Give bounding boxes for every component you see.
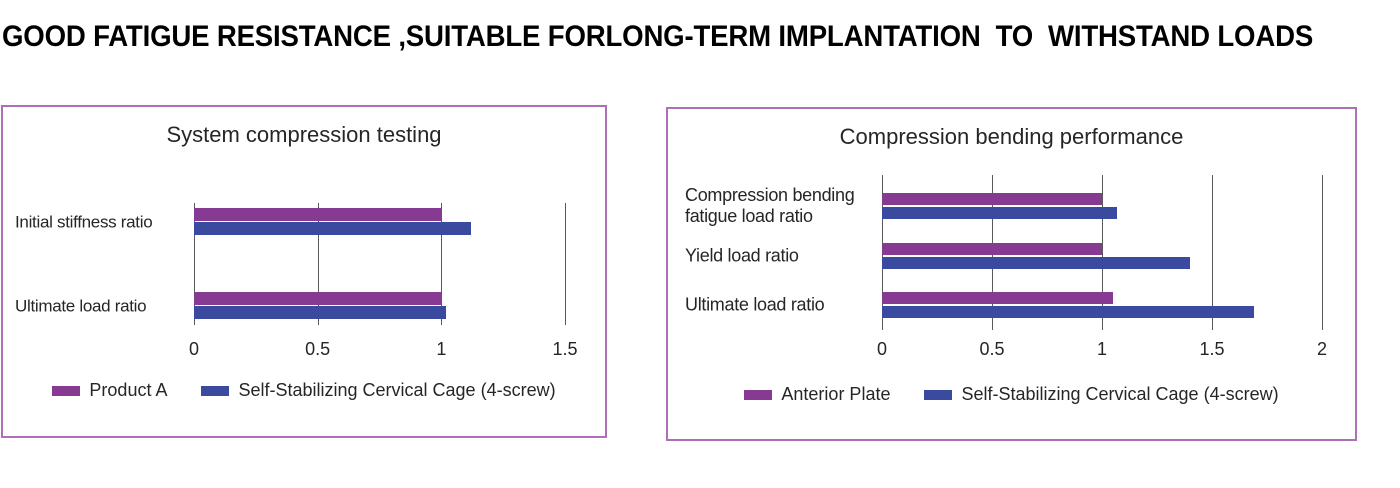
gridline xyxy=(1322,175,1323,330)
bar xyxy=(882,257,1190,269)
x-tick-label: 1 xyxy=(436,339,447,359)
legend-label: Product A xyxy=(89,380,168,400)
plot-area: 0 0.5 1 1.5 2 Compression bending fatigue loa… xyxy=(668,109,1355,439)
legend-swatch-cervical-cage xyxy=(201,385,230,396)
legend-swatch-anterior-plate xyxy=(744,389,773,400)
bar xyxy=(194,208,441,221)
legend-label: Self-Stabilizing Cervical Cage (4-screw) xyxy=(961,384,1279,404)
x-tick-label: 1.5 xyxy=(552,339,578,359)
bar xyxy=(882,292,1113,304)
legend-swatch-product-a xyxy=(52,385,81,396)
bar xyxy=(882,193,1102,205)
x-tick-label: 0.5 xyxy=(305,339,331,359)
category-label: Ultimate load ratio xyxy=(685,294,825,315)
bar xyxy=(882,207,1117,219)
x-tick-label: 0 xyxy=(876,339,888,359)
chart-panel-compression-bending: Compression bending performance 0 0.5 1 1.5… xyxy=(666,107,1357,441)
bar xyxy=(194,292,441,305)
category-label: Yield load ratio xyxy=(685,245,799,266)
bar xyxy=(194,222,471,235)
gridline xyxy=(565,203,566,325)
bar xyxy=(882,306,1254,318)
legend-label: Self-Stabilizing Cervical Cage (4-screw) xyxy=(238,380,556,400)
legend-item: Self-Stabilizing Cervical Cage (4-screw) xyxy=(924,384,1279,405)
x-tick-label: 0 xyxy=(188,339,200,359)
category-label: Compression bending fatigue load ratio xyxy=(685,185,855,226)
category-label: Initial stiffness ratio xyxy=(15,212,153,231)
x-tick-label: 1.5 xyxy=(1199,339,1225,359)
x-tick-label: 1 xyxy=(1096,339,1108,359)
page-title: GOOD FATIGUE RESISTANCE ,SUITABLE FORLON… xyxy=(2,20,1314,53)
legend-item: Anterior Plate xyxy=(744,384,890,405)
legend-item: Product A xyxy=(52,380,167,401)
chart-title: System compression testing xyxy=(166,122,442,147)
gridline xyxy=(194,203,195,325)
legend: Product A Self-Stabilizing Cervical Cage… xyxy=(3,380,605,401)
legend-label: Anterior Plate xyxy=(781,384,891,404)
x-tick-label: 0.5 xyxy=(979,339,1005,359)
bar xyxy=(882,243,1102,255)
bar xyxy=(194,306,446,319)
category-label: Ultimate load ratio xyxy=(15,296,147,315)
legend-item: Self-Stabilizing Cervical Cage (4-screw) xyxy=(201,380,556,401)
chart-title: Compression bending performance xyxy=(839,124,1184,149)
legend: Anterior Plate Self-Stabilizing Cervical… xyxy=(668,384,1355,405)
legend-swatch-cervical-cage xyxy=(924,389,953,400)
gridline xyxy=(441,203,443,325)
gridline xyxy=(317,203,319,325)
gridline xyxy=(1212,175,1213,330)
x-tick-label: 2 xyxy=(1316,339,1328,359)
plot-area: 0 0.5 1 1.5 Initial stiffness ratio Ultimate … xyxy=(3,107,605,436)
chart-panel-system-compression: System compression testing 0 0.5 1 1.5 Initi… xyxy=(1,105,607,438)
gridline xyxy=(1102,175,1103,330)
